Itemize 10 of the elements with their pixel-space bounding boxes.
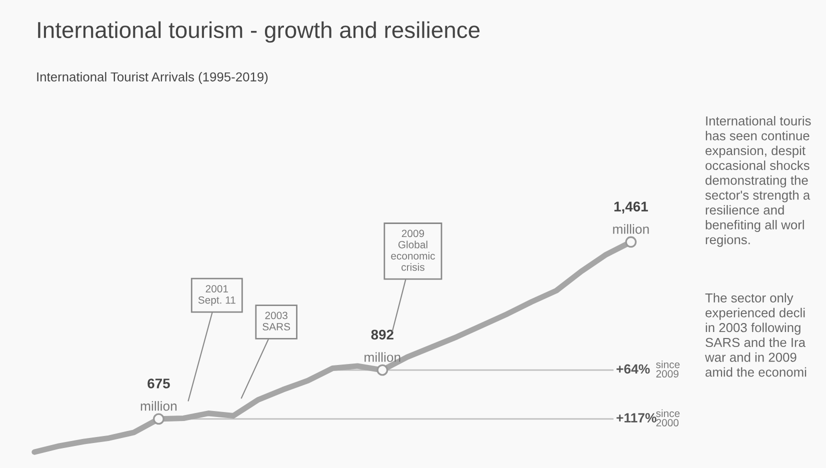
- data-label: 675 million: [140, 378, 177, 411]
- data-label: 1,461 million: [613, 202, 649, 234]
- text: International touris has seen continue expansion, despit occasional shocks demonstrating the sector's strength a resilience and benefiting all worl regions.: [705, 116, 811, 247]
- chart-subtitle: International Tourist Arrivals (1995-2019): [37, 72, 268, 84]
- annotation: 2009 Global economic crisis: [391, 230, 435, 271]
- annotation: 2003 SARS: [262, 312, 290, 330]
- text: The sector only experienced decli in 2003 following SARS and the Ira war and in 2009 amid the economi: [704, 293, 806, 377]
- chart-title: International tourism - growth and resilience: [38, 21, 480, 43]
- data-label: 892 million: [364, 330, 400, 362]
- annotation: 2001 Sept. 11: [198, 285, 236, 306]
